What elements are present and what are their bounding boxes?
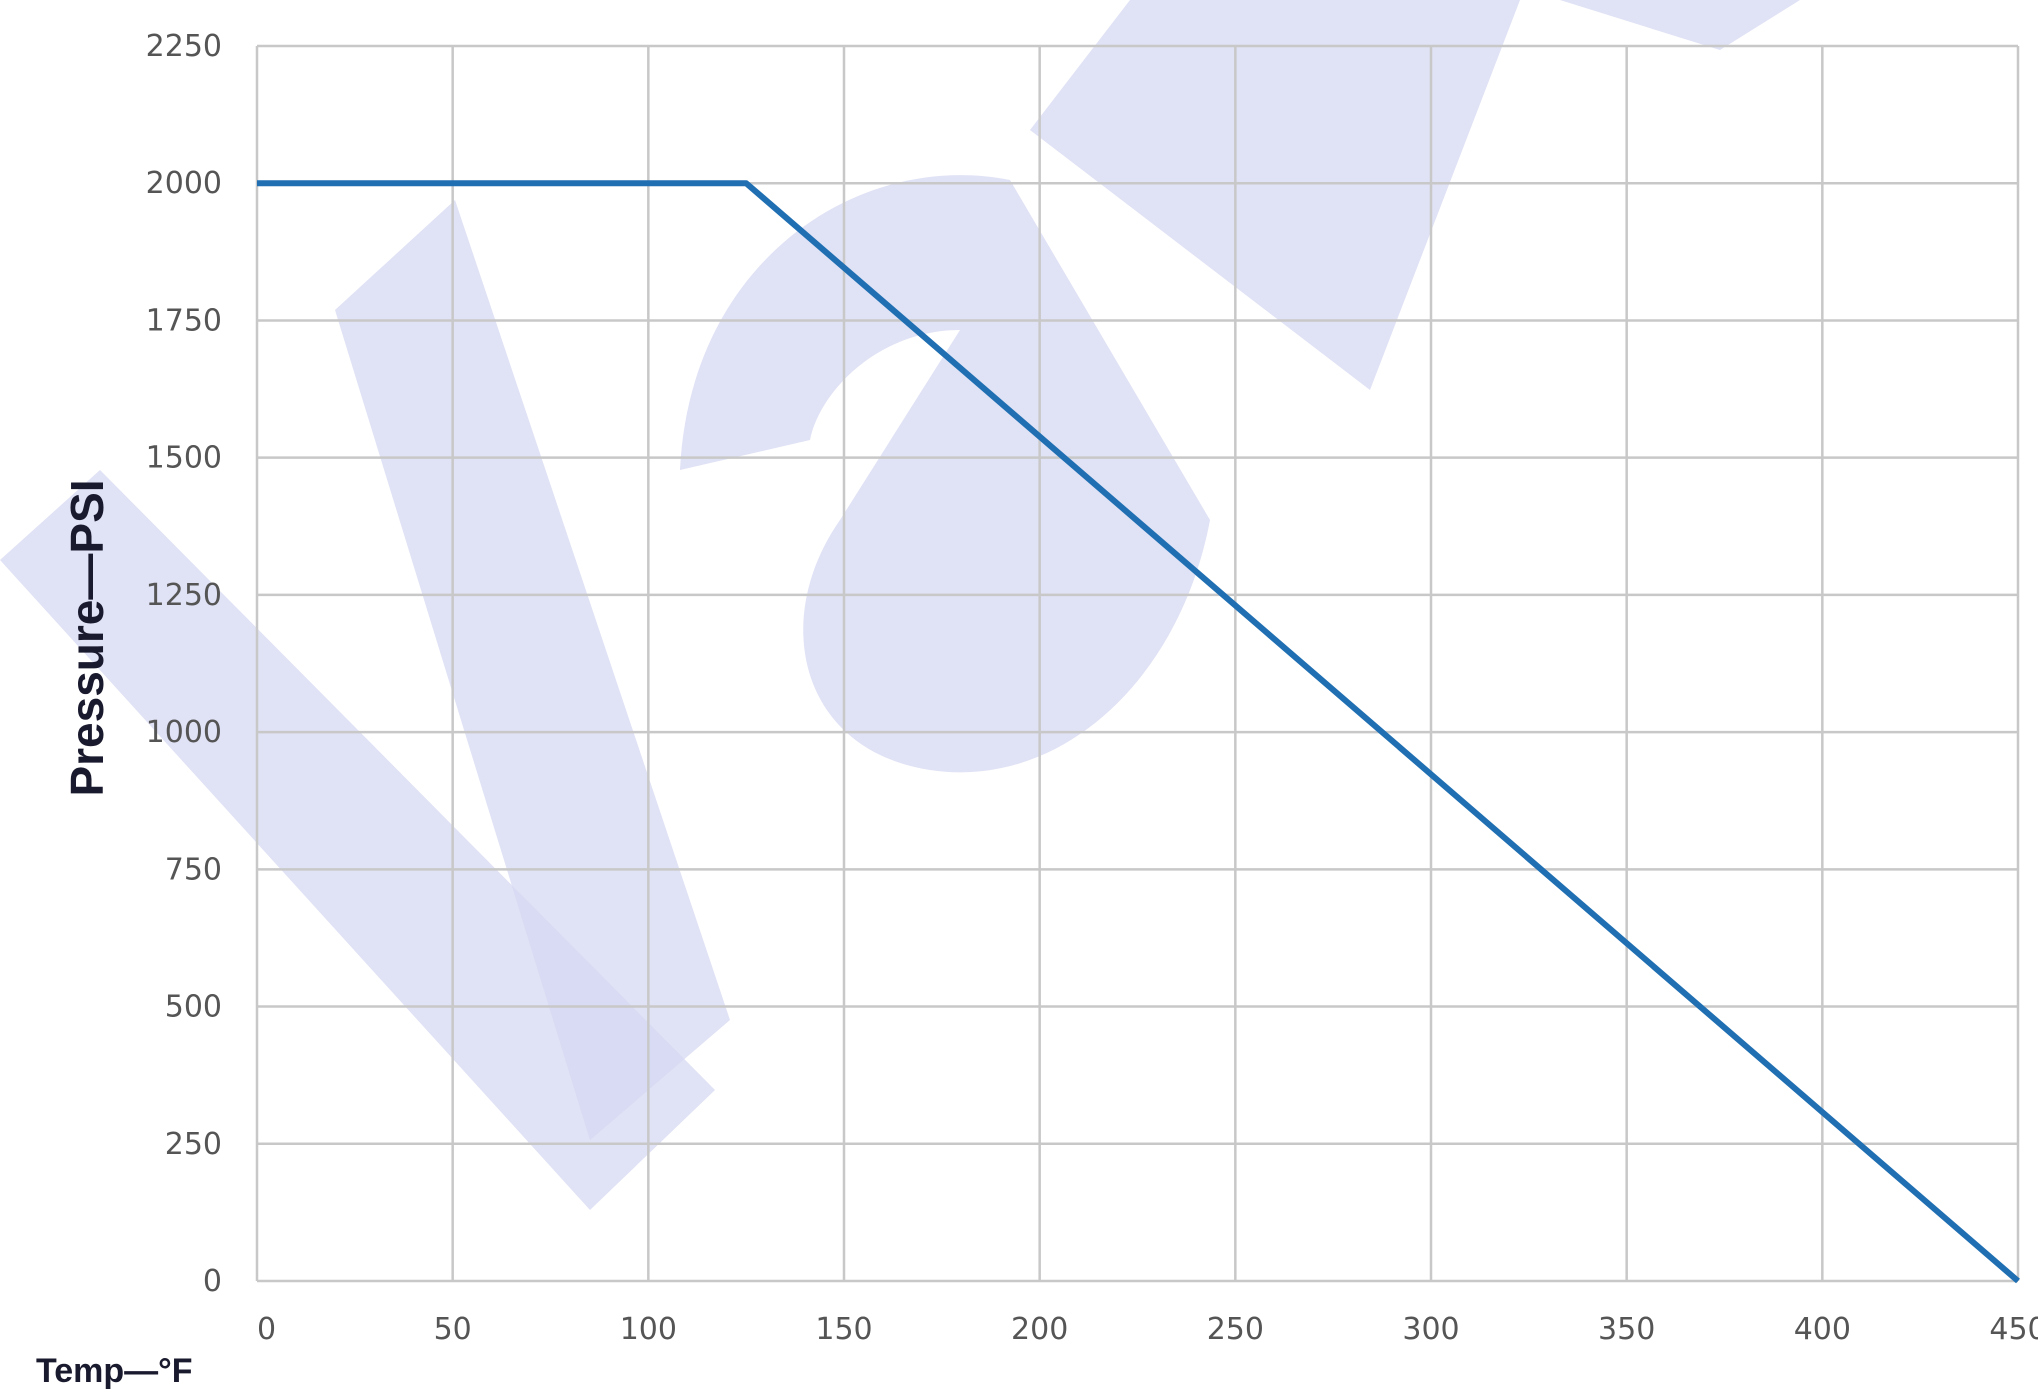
y-tick-labels: 0 250 500 750 1000 1250 1500 1750 2000 2250 xyxy=(146,29,222,1299)
x-tick-label: 0 xyxy=(257,1312,276,1347)
y-tick-label: 500 xyxy=(165,990,222,1025)
y-tick-label: 1500 xyxy=(146,441,222,476)
x-tick-label: 150 xyxy=(815,1312,872,1347)
watermark-stroke-1 xyxy=(0,470,715,1210)
x-tick-label: 300 xyxy=(1402,1312,1459,1347)
watermark-stroke-2 xyxy=(335,200,730,1140)
x-tick-label: 250 xyxy=(1207,1312,1264,1347)
x-tick-labels: 0 50 100 150 200 250 300 350 400 450 xyxy=(257,1312,2038,1347)
x-tick-label: 100 xyxy=(620,1312,677,1347)
y-tick-label: 2000 xyxy=(146,166,222,201)
x-tick-label: 400 xyxy=(1794,1312,1851,1347)
watermark-stroke-3 xyxy=(680,175,1210,773)
x-tick-label: 450 xyxy=(1989,1312,2038,1347)
y-tick-label: 2250 xyxy=(146,29,222,64)
watermark-stroke-5 xyxy=(1560,0,1800,50)
y-tick-label: 1750 xyxy=(146,303,222,338)
x-tick-label: 200 xyxy=(1011,1312,1068,1347)
y-axis-label: Pressure—PSI xyxy=(61,479,113,796)
y-tick-label: 750 xyxy=(165,852,222,887)
watermark xyxy=(0,0,1800,1210)
x-axis-label: Temp—°F xyxy=(36,1352,193,1390)
series-group xyxy=(256,180,2020,1284)
y-tick-label: 0 xyxy=(203,1264,222,1299)
x-tick-label: 350 xyxy=(1598,1312,1655,1347)
y-tick-label: 1250 xyxy=(146,578,222,613)
y-tick-label: 1000 xyxy=(146,715,222,750)
y-tick-label: 250 xyxy=(165,1127,222,1162)
watermark-stroke-4 xyxy=(1030,0,1520,390)
x-tick-label: 50 xyxy=(434,1312,472,1347)
